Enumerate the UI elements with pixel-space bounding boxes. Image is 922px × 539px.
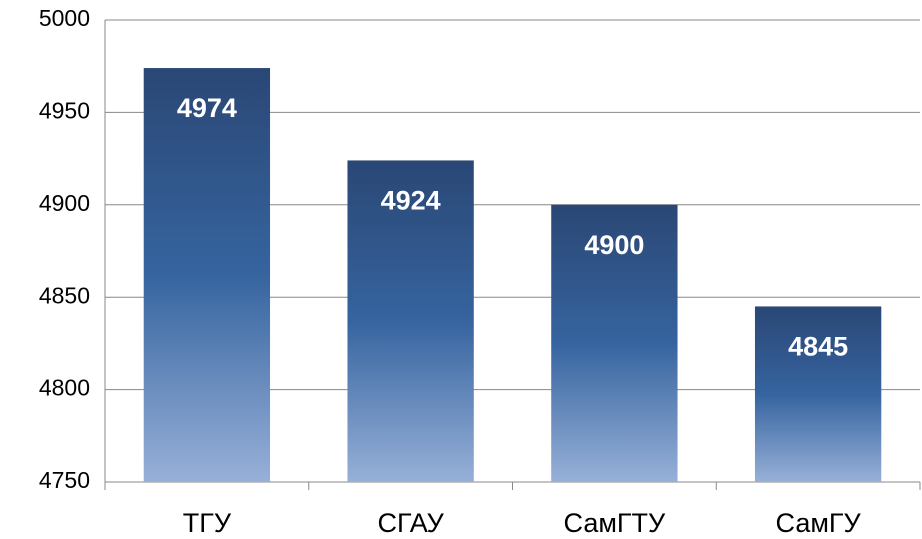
x-tick-label: ТГУ	[183, 508, 232, 538]
value-label: 4845	[788, 332, 848, 362]
y-tick-label: 4850	[39, 282, 90, 308]
value-label: 4924	[381, 186, 441, 216]
y-tick-label: 4750	[39, 467, 90, 493]
y-tick-label: 4900	[39, 190, 90, 216]
x-tick-label: СГАУ	[377, 508, 444, 538]
bar	[143, 68, 271, 482]
bar	[347, 160, 474, 482]
y-tick-label: 5000	[39, 5, 90, 31]
bar	[551, 204, 678, 483]
x-tick-label: СамГУ	[776, 508, 862, 538]
y-tick-label: 4950	[39, 97, 90, 123]
value-label: 4900	[584, 230, 644, 260]
y-tick-label: 4800	[39, 375, 90, 401]
x-tick-label: СамГТУ	[564, 508, 666, 538]
value-label: 4974	[177, 93, 237, 123]
bar	[754, 306, 882, 482]
